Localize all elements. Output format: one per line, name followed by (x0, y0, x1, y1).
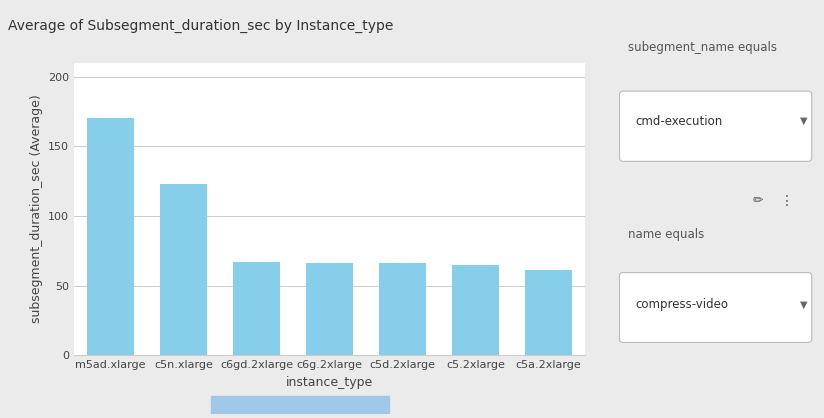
Text: name equals: name equals (628, 228, 704, 241)
FancyBboxPatch shape (620, 91, 812, 161)
Text: cmd-execution: cmd-execution (635, 115, 723, 128)
Bar (233, 262, 280, 355)
Bar (211, 396, 389, 413)
Text: ▼: ▼ (800, 299, 808, 309)
Text: ⋮: ⋮ (780, 194, 794, 208)
X-axis label: instance_type: instance_type (286, 376, 373, 389)
Text: subegment_name equals: subegment_name equals (628, 41, 776, 54)
Bar (306, 263, 353, 355)
Bar (160, 184, 208, 355)
Bar (452, 265, 499, 355)
Text: ▼: ▼ (800, 116, 808, 126)
Bar (87, 118, 134, 355)
FancyBboxPatch shape (620, 273, 812, 342)
Bar (525, 270, 572, 355)
Text: Average of Subsegment_duration_sec by Instance_type: Average of Subsegment_duration_sec by In… (8, 19, 394, 33)
Bar (379, 263, 426, 355)
Text: compress-video: compress-video (635, 298, 728, 311)
Y-axis label: subsegment_duration_sec (Average): subsegment_duration_sec (Average) (30, 94, 43, 324)
Text: ✏: ✏ (753, 194, 764, 207)
